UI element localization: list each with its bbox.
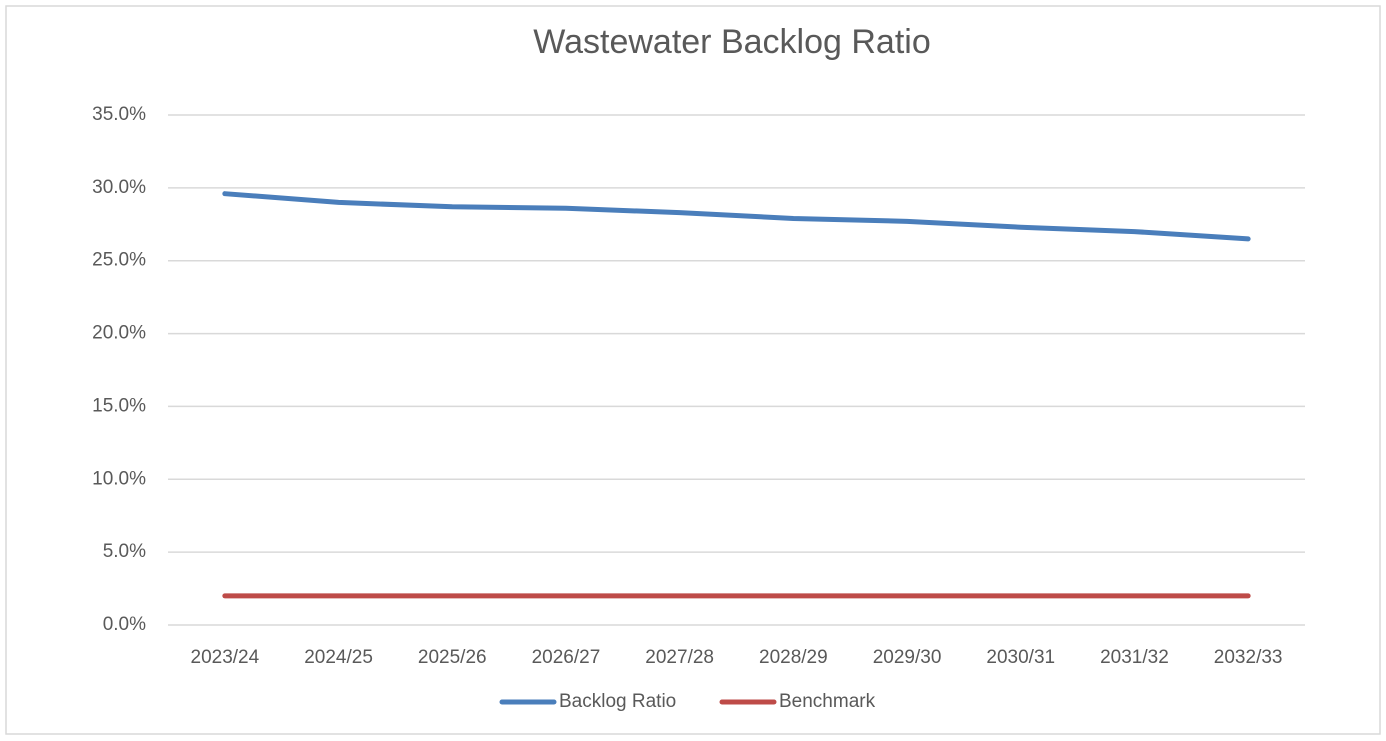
x-tick-label: 2025/26 xyxy=(418,647,487,668)
y-tick-label: 10.0% xyxy=(92,468,146,489)
y-tick-label: 30.0% xyxy=(92,177,146,198)
x-tick-label: 2031/32 xyxy=(1100,647,1169,668)
x-tick-label: 2023/24 xyxy=(191,647,260,668)
line xyxy=(222,191,1251,242)
legend-label: Backlog Ratio xyxy=(559,691,676,712)
chart-border xyxy=(5,5,1381,735)
x-tick-label: 2032/33 xyxy=(1214,647,1283,668)
x-tick-label: 2029/30 xyxy=(873,647,942,668)
x-tick-label: 2030/31 xyxy=(986,647,1055,668)
y-tick-label: 5.0% xyxy=(103,541,146,562)
x-tick-label: 2026/27 xyxy=(532,647,601,668)
y-tick-label: 25.0% xyxy=(92,250,146,271)
x-tick-label: 2028/29 xyxy=(759,647,828,668)
y-tick-label: 20.0% xyxy=(92,323,146,344)
x-tick-label: 2024/25 xyxy=(304,647,373,668)
x-tick-label: 2027/28 xyxy=(645,647,714,668)
y-tick-label: 15.0% xyxy=(92,395,146,416)
legend-label: Benchmark xyxy=(779,691,876,712)
y-tick-label: 35.0% xyxy=(92,104,146,125)
chart-title: Wastewater Backlog Ratio xyxy=(533,23,930,61)
y-tick-label: 0.0% xyxy=(103,614,146,635)
